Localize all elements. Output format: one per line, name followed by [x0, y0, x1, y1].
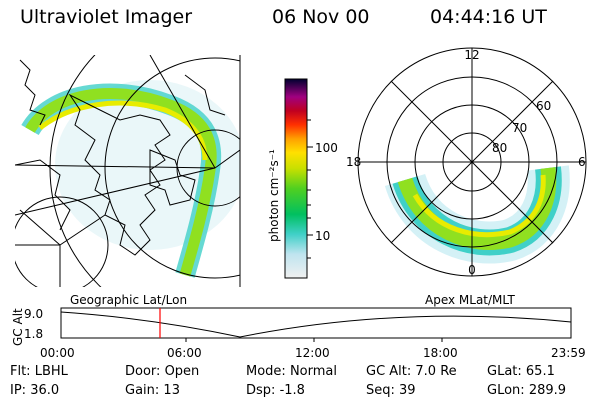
x-tick-1200: 12:00 — [295, 346, 330, 360]
date-label: 06 Nov 00 — [272, 6, 370, 28]
y-tick-9: 9.0 — [24, 307, 43, 321]
x-tick-2359: 23:59 — [551, 346, 586, 360]
status-ip: IP: 36.0 — [10, 383, 60, 398]
y-tick-1-8: 1.8 — [24, 327, 43, 341]
status-glon: GLon: 289.9 — [487, 383, 567, 398]
timeline-y-axis-label: GC Alt — [11, 308, 25, 346]
polar-plot — [357, 47, 587, 277]
gc-alt-curve — [60, 311, 572, 338]
status-gc-alt: GC Alt: 7.0 Re — [366, 364, 457, 379]
geographic-map — [15, 55, 240, 287]
mlt-label-12: 12 — [464, 48, 479, 62]
colorbar-unit-label: photon cm⁻²s⁻¹ — [267, 149, 281, 242]
mlt-label-6: 6 — [578, 155, 586, 169]
status-mode: Mode: Normal — [246, 364, 337, 379]
mlt-label-0: 0 — [468, 263, 476, 277]
x-tick-1800: 18:00 — [423, 346, 458, 360]
mlat-label-80: 80 — [492, 141, 507, 155]
timeline-frame — [60, 307, 572, 339]
mlat-label-60: 60 — [536, 99, 551, 113]
colorbar-tick-100: 100 — [315, 141, 338, 155]
instrument-title: Ultraviolet Imager — [20, 6, 193, 28]
x-tick-0600: 06:00 — [167, 346, 202, 360]
colorbar — [284, 78, 308, 279]
mlat-label-70: 70 — [512, 121, 527, 135]
colorbar-tick-10: 10 — [315, 229, 330, 243]
status-flt: Flt: LBHL — [10, 364, 68, 379]
status-door: Door: Open — [125, 364, 200, 379]
status-dsp: Dsp: -1.8 — [246, 383, 305, 398]
mlt-label-18: 18 — [346, 155, 361, 169]
status-gain: Gain: 13 — [125, 383, 180, 398]
status-seq: Seq: 39 — [366, 383, 416, 398]
timeline-right-caption: Apex MLat/MLT — [425, 293, 515, 307]
time-label: 04:44:16 UT — [430, 6, 547, 28]
timeline-left-caption: Geographic Lat/Lon — [70, 293, 187, 307]
status-glat: GLat: 65.1 — [487, 364, 555, 379]
x-tick-0000: 00:00 — [40, 346, 75, 360]
